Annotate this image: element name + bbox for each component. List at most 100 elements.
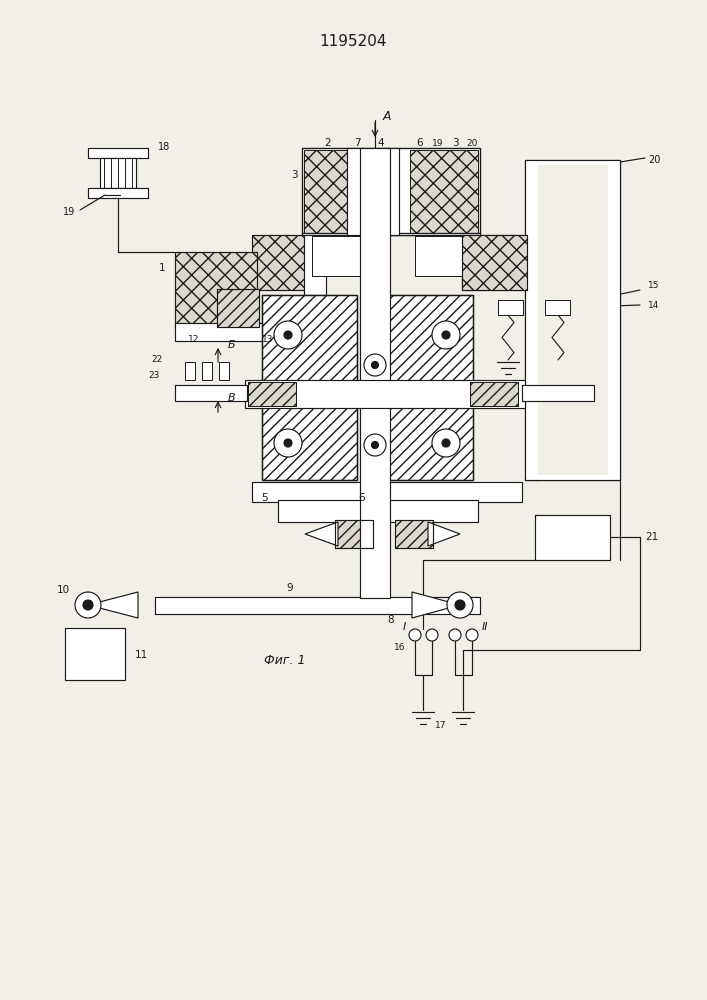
Circle shape — [75, 592, 101, 618]
Circle shape — [432, 429, 460, 457]
Bar — [252, 235, 314, 290]
Bar — [360, 148, 390, 598]
Bar — [175, 385, 247, 401]
Bar — [462, 235, 524, 290]
Bar — [535, 515, 610, 560]
Circle shape — [284, 439, 292, 447]
Text: 2: 2 — [325, 138, 332, 148]
Bar — [219, 362, 229, 380]
Bar — [470, 382, 518, 406]
Polygon shape — [428, 522, 460, 546]
Circle shape — [371, 442, 378, 448]
Polygon shape — [305, 522, 338, 546]
Circle shape — [442, 331, 450, 339]
Circle shape — [83, 600, 93, 610]
Circle shape — [432, 321, 460, 349]
Bar — [462, 235, 524, 290]
Text: 6: 6 — [358, 493, 365, 503]
Bar — [175, 252, 257, 327]
Text: 1: 1 — [158, 263, 165, 273]
Bar — [278, 500, 478, 522]
Bar — [175, 323, 305, 341]
Bar — [155, 597, 480, 614]
Text: 1195204: 1195204 — [320, 34, 387, 49]
Circle shape — [274, 429, 302, 457]
Bar — [395, 520, 433, 548]
Text: 4: 4 — [378, 138, 385, 148]
Circle shape — [466, 629, 478, 641]
Text: II: II — [482, 622, 489, 632]
Text: 21: 21 — [645, 532, 658, 542]
Polygon shape — [412, 592, 460, 618]
Bar — [245, 380, 525, 408]
Text: 15: 15 — [648, 280, 660, 290]
Circle shape — [364, 434, 386, 456]
Circle shape — [409, 629, 421, 641]
Text: 11: 11 — [135, 650, 148, 660]
Bar — [100, 158, 136, 188]
Bar — [383, 148, 399, 235]
Text: Фиг. 1: Фиг. 1 — [264, 654, 305, 666]
Bar — [304, 150, 372, 233]
Bar — [302, 148, 480, 235]
Circle shape — [371, 361, 378, 368]
Bar — [262, 295, 357, 480]
Circle shape — [442, 439, 450, 447]
Bar — [378, 295, 473, 480]
Bar — [378, 295, 473, 480]
Circle shape — [455, 600, 465, 610]
Bar — [302, 233, 480, 235]
Bar — [262, 295, 357, 480]
Bar — [248, 382, 296, 406]
Bar — [88, 148, 148, 158]
Bar — [335, 520, 373, 548]
Text: 13: 13 — [262, 336, 274, 344]
Bar — [525, 160, 620, 480]
Text: 19: 19 — [63, 207, 75, 217]
Text: 22: 22 — [152, 356, 163, 364]
Bar — [217, 289, 259, 327]
Text: 14: 14 — [648, 300, 660, 310]
Text: В: В — [228, 393, 235, 403]
Bar — [462, 235, 527, 290]
Text: Б: Б — [228, 340, 235, 350]
Bar — [252, 482, 522, 502]
Circle shape — [426, 629, 438, 641]
Text: 19: 19 — [432, 138, 444, 147]
Text: 3: 3 — [452, 138, 458, 148]
Circle shape — [274, 321, 302, 349]
Bar — [175, 252, 257, 327]
Bar — [312, 236, 367, 276]
Bar — [538, 165, 608, 475]
Text: 12: 12 — [188, 336, 199, 344]
Bar — [462, 235, 527, 290]
Text: A: A — [383, 110, 392, 123]
Text: 6: 6 — [416, 138, 423, 148]
Polygon shape — [88, 592, 138, 618]
Bar — [185, 362, 195, 380]
Bar — [545, 300, 570, 315]
Text: 16: 16 — [394, 644, 405, 652]
Text: 23: 23 — [148, 370, 160, 379]
Text: 10: 10 — [57, 585, 70, 595]
Circle shape — [449, 629, 461, 641]
Bar — [252, 235, 314, 290]
Bar — [217, 289, 259, 327]
Bar — [248, 382, 296, 406]
Text: 5: 5 — [262, 493, 268, 503]
Bar — [335, 520, 373, 548]
Text: 20: 20 — [467, 138, 478, 147]
Text: 18: 18 — [158, 142, 170, 152]
Text: 3: 3 — [291, 170, 298, 180]
Bar — [88, 188, 148, 198]
Circle shape — [447, 592, 473, 618]
Bar — [498, 300, 523, 315]
Bar — [470, 382, 518, 406]
Text: 8: 8 — [387, 615, 394, 625]
Circle shape — [364, 354, 386, 376]
Text: 7: 7 — [354, 138, 361, 148]
Text: 9: 9 — [286, 583, 293, 593]
Bar — [522, 385, 594, 401]
Bar — [415, 236, 470, 276]
Bar — [395, 520, 433, 548]
